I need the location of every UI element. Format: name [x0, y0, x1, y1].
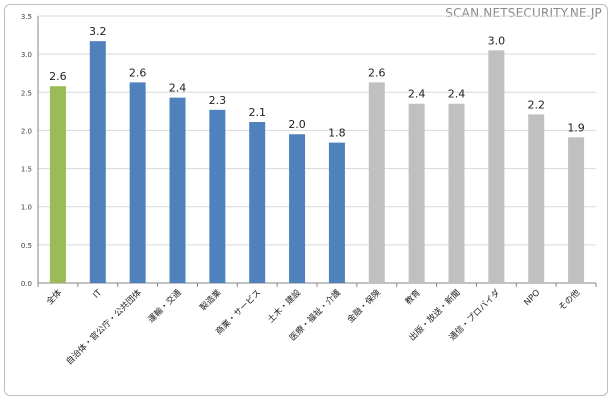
y-tick-label: 3.5 — [21, 13, 32, 21]
data-label: 2.6 — [129, 66, 147, 79]
data-label: 2.6 — [368, 66, 386, 79]
data-label: 1.8 — [328, 127, 346, 140]
bar — [328, 142, 345, 283]
bar — [528, 114, 545, 283]
bar — [448, 103, 465, 283]
y-tick-label: 1.0 — [21, 204, 32, 212]
category-label: 全体 — [44, 287, 64, 307]
y-tick-label: 2.5 — [21, 89, 32, 97]
category-label: 自治体・官公庁・公共団体 — [64, 287, 144, 367]
y-tick-label: 0.5 — [21, 242, 32, 250]
category-label: 教育 — [403, 287, 423, 307]
data-label: 2.2 — [527, 98, 545, 111]
bar — [49, 86, 66, 283]
bar — [89, 41, 106, 283]
bar — [249, 122, 266, 283]
y-tick-label: 2.0 — [21, 127, 32, 135]
data-label: 2.3 — [209, 94, 227, 107]
category-label: 運輸・交通 — [146, 287, 184, 325]
data-label: 2.4 — [169, 82, 187, 95]
category-label: 金融・保険 — [345, 287, 383, 325]
y-tick-label: 1.5 — [21, 166, 32, 174]
category-label: 土木・建設 — [265, 287, 303, 325]
y-tick-label: 0.0 — [21, 280, 32, 288]
data-label: 2.0 — [288, 118, 306, 131]
data-label: 2.1 — [248, 106, 266, 119]
bar — [129, 82, 146, 284]
bar — [368, 82, 385, 284]
data-label: 2.4 — [448, 88, 466, 101]
y-tick-label: 3.0 — [21, 51, 32, 59]
category-label: 製造業 — [198, 287, 224, 313]
bar — [289, 134, 306, 283]
data-label: 3.0 — [488, 34, 506, 47]
bar — [568, 137, 585, 283]
bar — [408, 103, 425, 283]
data-label: 3.2 — [89, 25, 107, 38]
data-label: 2.4 — [408, 88, 426, 101]
category-label: その他 — [556, 287, 582, 313]
data-label: 1.9 — [567, 121, 585, 134]
data-label: 2.6 — [49, 70, 67, 83]
category-label: IT — [91, 287, 104, 300]
bar — [169, 97, 186, 283]
bar — [488, 50, 505, 284]
bar — [209, 109, 226, 284]
category-label: NPO — [522, 288, 542, 308]
